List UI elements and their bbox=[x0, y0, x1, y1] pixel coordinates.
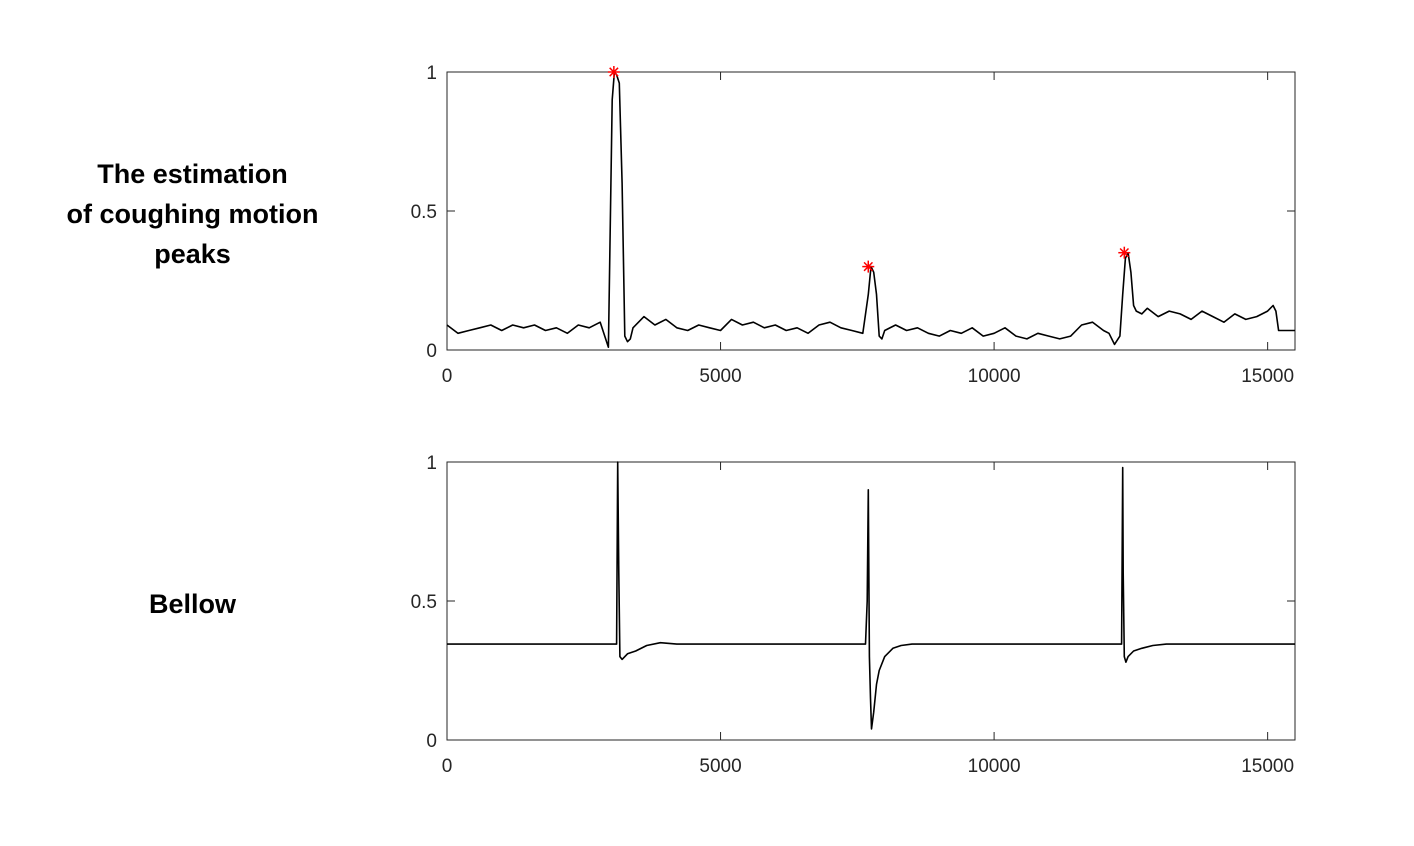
y-tick-label: 0.5 bbox=[411, 202, 437, 223]
peak-marker bbox=[1118, 246, 1131, 259]
x-tick-label: 0 bbox=[442, 366, 453, 387]
peak-marker bbox=[607, 66, 620, 78]
y-tick-label: 0 bbox=[426, 731, 437, 752]
peak-marker-stroke bbox=[1119, 247, 1130, 258]
chart-2: 0 5000 10000 15000 0 0.5 1 bbox=[411, 453, 1296, 777]
x-tick-label: 10000 bbox=[968, 756, 1021, 777]
x-tick-label: 5000 bbox=[699, 366, 741, 387]
y-tick-label: 0 bbox=[426, 341, 437, 362]
peak-marker-stroke bbox=[863, 261, 873, 272]
series-line-1 bbox=[447, 461, 1295, 730]
x-tick-label: 15000 bbox=[1241, 366, 1294, 387]
peak-marker-stroke bbox=[609, 67, 619, 77]
x-tick-label: 5000 bbox=[699, 756, 741, 777]
plot-frame bbox=[446, 71, 1296, 351]
x-tick-label: 10000 bbox=[968, 366, 1021, 387]
y-tick-label: 0.5 bbox=[411, 592, 437, 613]
row-label-bellow: Bellow bbox=[148, 589, 236, 619]
row-label-estimation: The estimation of coughing motion peaks bbox=[66, 159, 319, 269]
chart-1: 0 5000 10000 15000 0 0.5 1 bbox=[411, 63, 1296, 387]
x-tick-label: 0 bbox=[442, 756, 453, 777]
x-tick-label: 15000 bbox=[1241, 756, 1294, 777]
series-line-1 bbox=[446, 71, 1295, 349]
peak-marker bbox=[862, 260, 875, 273]
y-tick-label: 1 bbox=[426, 63, 437, 84]
y-tick-label: 1 bbox=[426, 453, 437, 474]
